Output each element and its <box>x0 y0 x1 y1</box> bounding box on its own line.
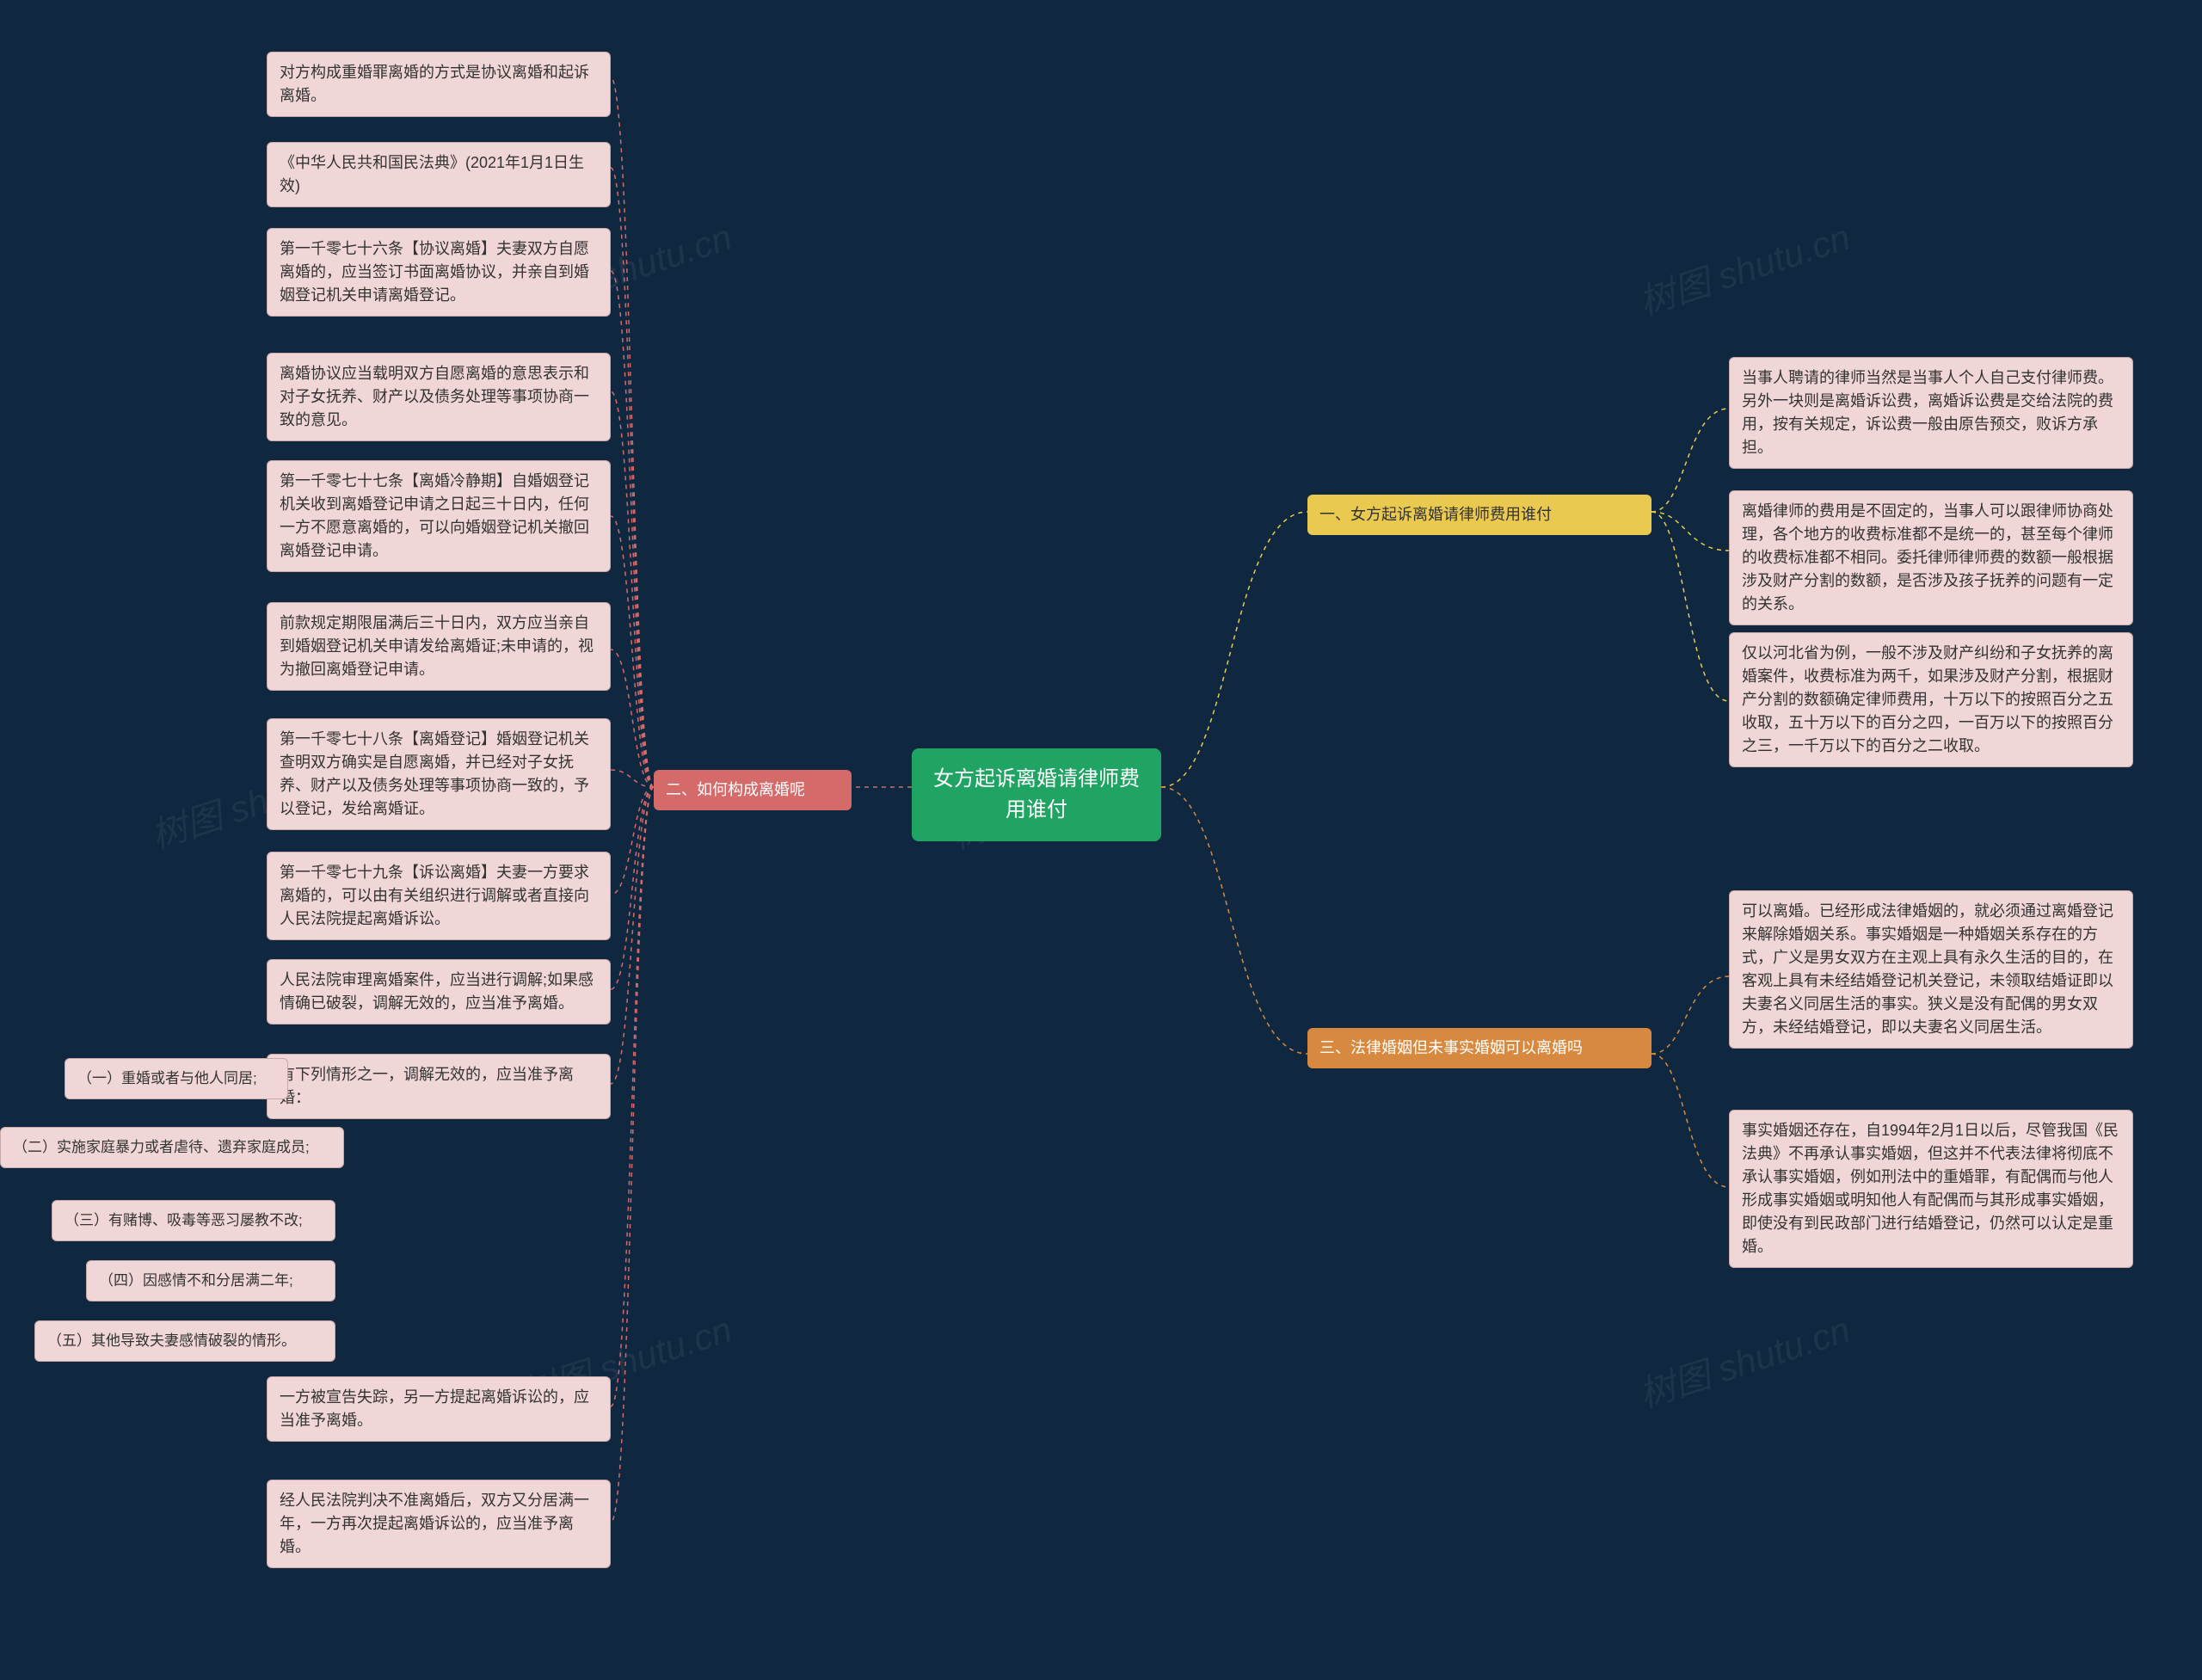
b2-leaf-3: 离婚协议应当载明双方自愿离婚的意思表示和对子女抚养、财产以及债务处理等事项协商一… <box>267 353 611 441</box>
b2-leaf-11: 经人民法院判决不准离婚后，双方又分居满一年，一方再次提起离婚诉讼的，应当准予离婚… <box>267 1480 611 1568</box>
leaf-text: 离婚律师的费用是不固定的，当事人可以跟律师协商处理，各个地方的收费标准都不是统一… <box>1742 502 2113 612</box>
leaf-text: 有下列情形之一，调解无效的，应当准予离婚： <box>280 1066 574 1106</box>
b2-leaf-6: 第一千零七十八条【离婚登记】婚姻登记机关查明双方确实是自愿离婚，并已经对子女抚养… <box>267 718 611 830</box>
b2-sub-2: （三）有赌博、吸毒等恶习屡教不改; <box>52 1200 335 1241</box>
b2-leaf-9: 有下列情形之一，调解无效的，应当准予离婚： <box>267 1054 611 1119</box>
root-text: 女方起诉离婚请律师费用谁付 <box>933 767 1140 822</box>
b2-sub-4: （五）其他导致夫妻感情破裂的情形。 <box>34 1320 335 1362</box>
leaf-text: 第一千零七十八条【离婚登记】婚姻登记机关查明双方确实是自愿离婚，并已经对子女抚养… <box>280 730 589 817</box>
b2-leaf-10: 一方被宣告失踪，另一方提起离婚诉讼的，应当准予离婚。 <box>267 1376 611 1442</box>
branch-2-label: 二、如何构成离婚呢 <box>666 781 805 798</box>
leaf-text: 第一千零七十七条【离婚冷静期】自婚姻登记机关收到离婚登记申请之日起三十日内，任何… <box>280 472 589 559</box>
leaf-text: 人民法院审理离婚案件，应当进行调解;如果感情确已破裂，调解无效的，应当准予离婚。 <box>280 971 594 1012</box>
b2-sub-1: （二）实施家庭暴力或者虐待、遗弃家庭成员; <box>0 1127 344 1168</box>
leaf-text: 经人民法院判决不准离婚后，双方又分居满一年，一方再次提起离婚诉讼的，应当准予离婚… <box>280 1492 589 1555</box>
leaf-text: 当事人聘请的律师当然是当事人个人自己支付律师费。另外一块则是离婚诉讼费，离婚诉讼… <box>1742 369 2113 456</box>
b1-leaf-2: 仅以河北省为例，一般不涉及财产纠纷和子女抚养的离婚案件，收费标准为两千，如果涉及… <box>1729 632 2133 767</box>
leaf-text: 第一千零七十九条【诉讼离婚】夫妻一方要求离婚的，可以由有关组织进行调解或者直接向… <box>280 864 589 927</box>
leaf-text: 一方被宣告失踪，另一方提起离婚诉讼的，应当准予离婚。 <box>280 1388 589 1429</box>
leaf-text: （二）实施家庭暴力或者虐待、遗弃家庭成员; <box>13 1139 310 1155</box>
leaf-text: （四）因感情不和分居满二年; <box>99 1272 293 1289</box>
b2-leaf-0: 对方构成重婚罪离婚的方式是协议离婚和起诉离婚。 <box>267 52 611 117</box>
b2-sub-0: （一）重婚或者与他人同居; <box>65 1058 288 1099</box>
b2-leaf-5: 前款规定期限届满后三十日内，双方应当亲自到婚姻登记机关申请发给离婚证;未申请的，… <box>267 602 611 691</box>
b2-leaf-2: 第一千零七十六条【协议离婚】夫妻双方自愿离婚的，应当签订书面离婚协议，并亲自到婚… <box>267 228 611 317</box>
leaf-text: 离婚协议应当载明双方自愿离婚的意思表示和对子女抚养、财产以及债务处理等事项协商一… <box>280 365 589 428</box>
leaf-text: 事实婚姻还存在，自1994年2月1日以后，尽管我国《民法典》不再承认事实婚姻，但… <box>1742 1122 2119 1255</box>
branch-1: 一、女方起诉离婚请律师费用谁付 <box>1307 495 1652 535</box>
b1-leaf-0: 当事人聘请的律师当然是当事人个人自己支付律师费。另外一块则是离婚诉讼费，离婚诉讼… <box>1729 357 2133 469</box>
watermark: 树图 shutu.cn <box>1632 1301 1856 1418</box>
leaf-text: （五）其他导致夫妻感情破裂的情形。 <box>47 1332 296 1349</box>
b2-leaf-4: 第一千零七十七条【离婚冷静期】自婚姻登记机关收到离婚登记申请之日起三十日内，任何… <box>267 460 611 572</box>
b1-leaf-1: 离婚律师的费用是不固定的，当事人可以跟律师协商处理，各个地方的收费标准都不是统一… <box>1729 490 2133 625</box>
leaf-text: 《中华人民共和国民法典》(2021年1月1日生效) <box>280 154 584 194</box>
branch-1-label: 一、女方起诉离婚请律师费用谁付 <box>1319 506 1552 523</box>
b3-leaf-1: 事实婚姻还存在，自1994年2月1日以后，尽管我国《民法典》不再承认事实婚姻，但… <box>1729 1110 2133 1268</box>
leaf-text: 仅以河北省为例，一般不涉及财产纠纷和子女抚养的离婚案件，收费标准为两千，如果涉及… <box>1742 644 2113 754</box>
branch-3-label: 三、法律婚姻但未事实婚姻可以离婚吗 <box>1319 1039 1583 1056</box>
leaf-text: 第一千零七十六条【协议离婚】夫妻双方自愿离婚的，应当签订书面离婚协议，并亲自到婚… <box>280 240 589 304</box>
leaf-text: 对方构成重婚罪离婚的方式是协议离婚和起诉离婚。 <box>280 64 589 104</box>
branch-2: 二、如何构成离婚呢 <box>654 770 852 810</box>
leaf-text: 前款规定期限届满后三十日内，双方应当亲自到婚姻登记机关申请发给离婚证;未申请的，… <box>280 614 594 678</box>
b3-leaf-0: 可以离婚。已经形成法律婚姻的，就必须通过离婚登记来解除婚姻关系。事实婚姻是一种婚… <box>1729 890 2133 1049</box>
b2-leaf-1: 《中华人民共和国民法典》(2021年1月1日生效) <box>267 142 611 207</box>
leaf-text: （三）有赌博、吸毒等恶习屡教不改; <box>65 1212 303 1228</box>
b2-leaf-7: 第一千零七十九条【诉讼离婚】夫妻一方要求离婚的，可以由有关组织进行调解或者直接向… <box>267 852 611 940</box>
b2-leaf-8: 人民法院审理离婚案件，应当进行调解;如果感情确已破裂，调解无效的，应当准予离婚。 <box>267 959 611 1025</box>
watermark: 树图 shutu.cn <box>1632 208 1856 326</box>
leaf-text: （一）重婚或者与他人同居; <box>77 1070 257 1086</box>
branch-3: 三、法律婚姻但未事实婚姻可以离婚吗 <box>1307 1028 1652 1068</box>
root-node: 女方起诉离婚请律师费用谁付 <box>912 748 1161 841</box>
b2-sub-3: （四）因感情不和分居满二年; <box>86 1260 335 1302</box>
leaf-text: 可以离婚。已经形成法律婚姻的，就必须通过离婚登记来解除婚姻关系。事实婚姻是一种婚… <box>1742 902 2113 1036</box>
